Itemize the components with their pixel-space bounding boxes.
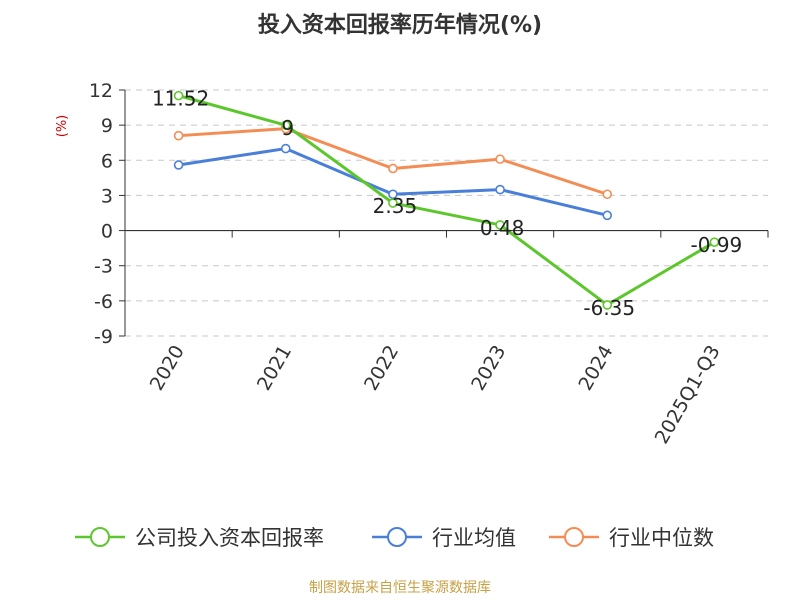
legend-label: 行业均值 — [432, 526, 516, 550]
x-tick-label: 2023 — [467, 342, 510, 395]
data-point — [495, 154, 505, 164]
x-tick-label: 2025Q1-Q3 — [651, 342, 725, 448]
data-label: -6.35 — [583, 296, 635, 320]
legend: 公司投入资本回报率 行业均值 行业中位数 — [75, 526, 714, 550]
legend-marker — [387, 527, 407, 547]
legend-marker — [90, 527, 110, 547]
x-tick-label: 2024 — [574, 342, 617, 395]
data-point — [602, 300, 613, 310]
axes — [119, 89, 769, 337]
y-tick-label: 6 — [101, 150, 113, 172]
legend-marker — [564, 527, 584, 547]
data-point — [495, 184, 505, 195]
data-label: 11.52 — [152, 87, 209, 111]
data-label: 2.35 — [373, 194, 418, 218]
data-point — [280, 120, 291, 130]
data-point — [280, 143, 291, 154]
legend-label: 公司投入资本回报率 — [135, 526, 324, 550]
source-footer: 制图数据来自恒生聚源数据库 — [309, 580, 491, 596]
data-point — [173, 130, 184, 141]
grid-lines — [125, 89, 768, 337]
x-tick-label: 2021 — [253, 342, 296, 395]
y-tick-label: 12 — [89, 80, 113, 102]
y-axis-label: (%) — [55, 115, 70, 138]
data-point — [602, 210, 613, 221]
data-label: 9 — [281, 116, 294, 140]
data-point — [709, 237, 720, 247]
y-tick-label: -3 — [94, 256, 113, 278]
data-label: 0.48 — [480, 216, 525, 240]
x-tick-label: 2020 — [146, 342, 189, 395]
y-tick-label: 9 — [101, 115, 113, 137]
data-label: -0.99 — [691, 233, 743, 257]
y-tick-label: -6 — [94, 291, 113, 313]
data-point — [173, 160, 184, 170]
series-line — [178, 127, 608, 196]
chart-title: 投入资本回报率历年情况(%) — [258, 12, 542, 38]
y-tick-label: 3 — [101, 185, 113, 207]
legend-label: 行业中位数 — [609, 526, 714, 550]
data-labels: 11.52 9 2.35 0.48 -6.35 -0.99 — [152, 87, 742, 320]
data-point — [602, 189, 613, 200]
data-point — [388, 163, 398, 174]
series-line — [178, 94, 716, 307]
y-tick-label: 0 — [101, 221, 113, 243]
series-layer — [173, 90, 720, 310]
data-point — [173, 90, 184, 101]
y-tick-label: -9 — [94, 326, 113, 348]
data-point — [388, 198, 398, 208]
data-point — [495, 220, 505, 230]
x-tick-label: 2022 — [360, 342, 403, 395]
